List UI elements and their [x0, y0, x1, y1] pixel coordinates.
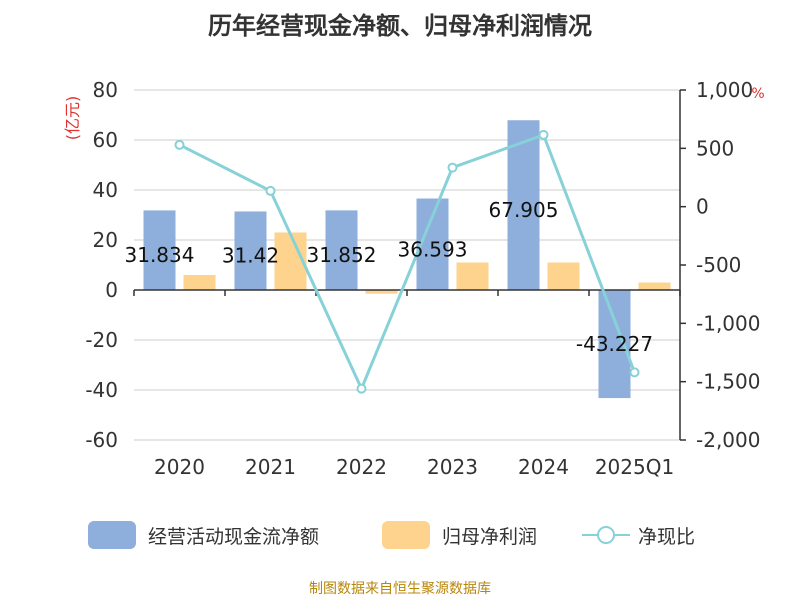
- net-profit-bar: [638, 282, 671, 290]
- legend-ratio[interactable]: 净现比: [582, 519, 695, 551]
- cash-flow-bar: [507, 120, 540, 290]
- chart-plot: 80 60 40 20 0 -20 -40 -60 1,000 500 0 -500 -1,000 -1,…: [63, 78, 765, 479]
- category-label: 2025Q1: [595, 455, 674, 479]
- legend-ratio-marker: [597, 526, 615, 544]
- left-axis-tick-label: 0: [105, 278, 118, 302]
- left-axis-tick-label: 20: [93, 228, 118, 252]
- ratio-line: [178, 133, 636, 393]
- ratio-point: [356, 383, 367, 394]
- net-profit-bar: [456, 262, 489, 290]
- cash-flow-data-label: 31.852: [307, 243, 377, 267]
- right-axis-unit: %: [751, 86, 764, 102]
- cash-flow-data-label: -43.227: [576, 332, 653, 356]
- net-profit-bar: [547, 262, 580, 290]
- category-label: 2021: [245, 455, 296, 479]
- cash-flow-data-label: 31.42: [222, 244, 279, 268]
- left-axis-tick-label: 40: [93, 178, 118, 202]
- ratio-point: [447, 162, 458, 173]
- left-axis-unit: (亿元): [63, 96, 82, 141]
- right-axis-tick-label: 500: [696, 136, 734, 160]
- net-profit-bar: [183, 275, 216, 290]
- ratio-point: [538, 129, 549, 140]
- legend-net-profit[interactable]: 归母净利润: [382, 519, 537, 551]
- cash-flow-data-label: 67.905: [489, 198, 559, 222]
- right-axis-tick-label: -2,000: [696, 428, 760, 452]
- left-axis-tick-label: -40: [85, 378, 118, 402]
- right-axis-tick-label: 0: [696, 195, 709, 219]
- source-note: 制图数据来自恒生聚源数据库: [309, 581, 491, 597]
- legend-net-profit-label: 归母净利润: [442, 525, 538, 548]
- right-axis-tick-label: -1,500: [696, 370, 760, 394]
- cash-flow-data-label: 36.593: [398, 237, 468, 261]
- category-label: 2023: [427, 455, 478, 479]
- right-axis-tick-label: 1,000: [696, 78, 753, 102]
- legend-cash-flow-swatch: [88, 521, 136, 549]
- ratio-point: [265, 185, 276, 196]
- chart-title: 历年经营现金净额、归母净利润情况: [208, 12, 592, 40]
- right-axis-tick-label: -1,000: [696, 311, 760, 335]
- net-profit-bar: [365, 290, 398, 294]
- legend-cash-flow-label: 经营活动现金流净额: [148, 525, 320, 548]
- left-axis-tick-label: 60: [93, 128, 118, 152]
- cash-flow-data-label: 31.834: [125, 243, 195, 267]
- category-label: 2022: [336, 455, 387, 479]
- ratio-point: [174, 139, 185, 150]
- category-label: 2020: [154, 455, 205, 479]
- left-axis-tick-label: 80: [93, 78, 118, 102]
- cash-flow-bar: [234, 211, 267, 290]
- net-profit-bar: [274, 232, 307, 290]
- cash-flow-bar: [143, 210, 176, 290]
- cash-flow-bar: [325, 210, 358, 290]
- left-axis-tick-label: -20: [85, 328, 118, 352]
- ratio-point: [629, 367, 640, 378]
- right-axis-tick-label: -500: [696, 253, 741, 277]
- category-label: 2024: [518, 455, 569, 479]
- legend-ratio-key: [582, 521, 630, 549]
- legend-net-profit-swatch: [382, 521, 430, 549]
- legend-cash-flow[interactable]: 经营活动现金流净额: [88, 519, 319, 551]
- left-axis-tick-label: -60: [85, 428, 118, 452]
- legend-ratio-label: 净现比: [638, 525, 696, 548]
